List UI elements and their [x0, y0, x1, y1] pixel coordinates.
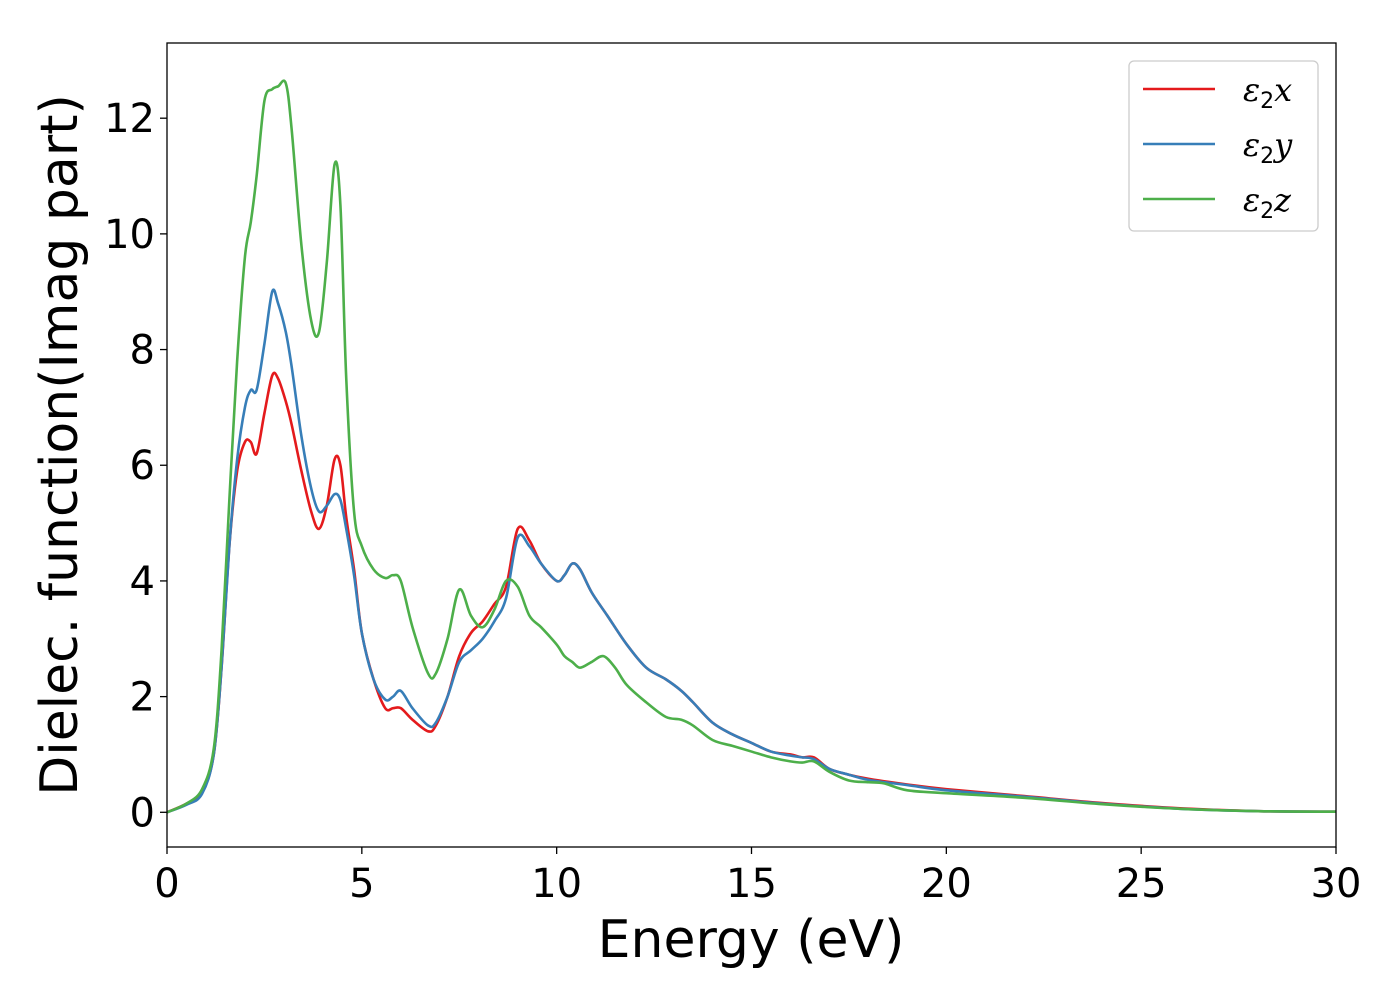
x-tick-label: 10: [531, 861, 582, 907]
x-tick-label: 25: [1116, 861, 1167, 907]
y-axis-title: Dielec. function(Imag part): [30, 94, 90, 796]
y-tick-label: 4: [130, 559, 155, 605]
x-tick-label: 30: [1311, 861, 1362, 907]
x-tick-label: 15: [726, 861, 777, 907]
x-tick-label: 5: [349, 861, 374, 907]
x-tick-label: 0: [154, 861, 179, 907]
y-tick-label: 0: [130, 790, 155, 836]
legend-label-y: ε2y: [1243, 126, 1293, 169]
y-tick-label: 2: [130, 675, 155, 721]
series-line-y: [166, 288, 1337, 814]
series-layer: [166, 79, 1337, 814]
y-axis: 0 2 4 6 8 10 12: [104, 96, 167, 836]
x-axis: 0 5 10 15 20 25 30: [154, 847, 1361, 907]
y-tick-label: 6: [130, 443, 155, 489]
y-tick-label: 8: [130, 328, 155, 374]
y-tick-label: 10: [104, 212, 155, 258]
legend: ε2x ε2y ε2z: [1128, 60, 1319, 232]
series-line-z: [166, 79, 1337, 814]
x-axis-title: Energy (eV): [598, 910, 905, 970]
legend-box: [1128, 60, 1319, 232]
x-tick-label: 20: [921, 861, 972, 907]
y-tick-label: 12: [104, 96, 155, 142]
legend-label-x: ε2x: [1243, 71, 1292, 114]
legend-label-z: ε2z: [1243, 181, 1292, 224]
